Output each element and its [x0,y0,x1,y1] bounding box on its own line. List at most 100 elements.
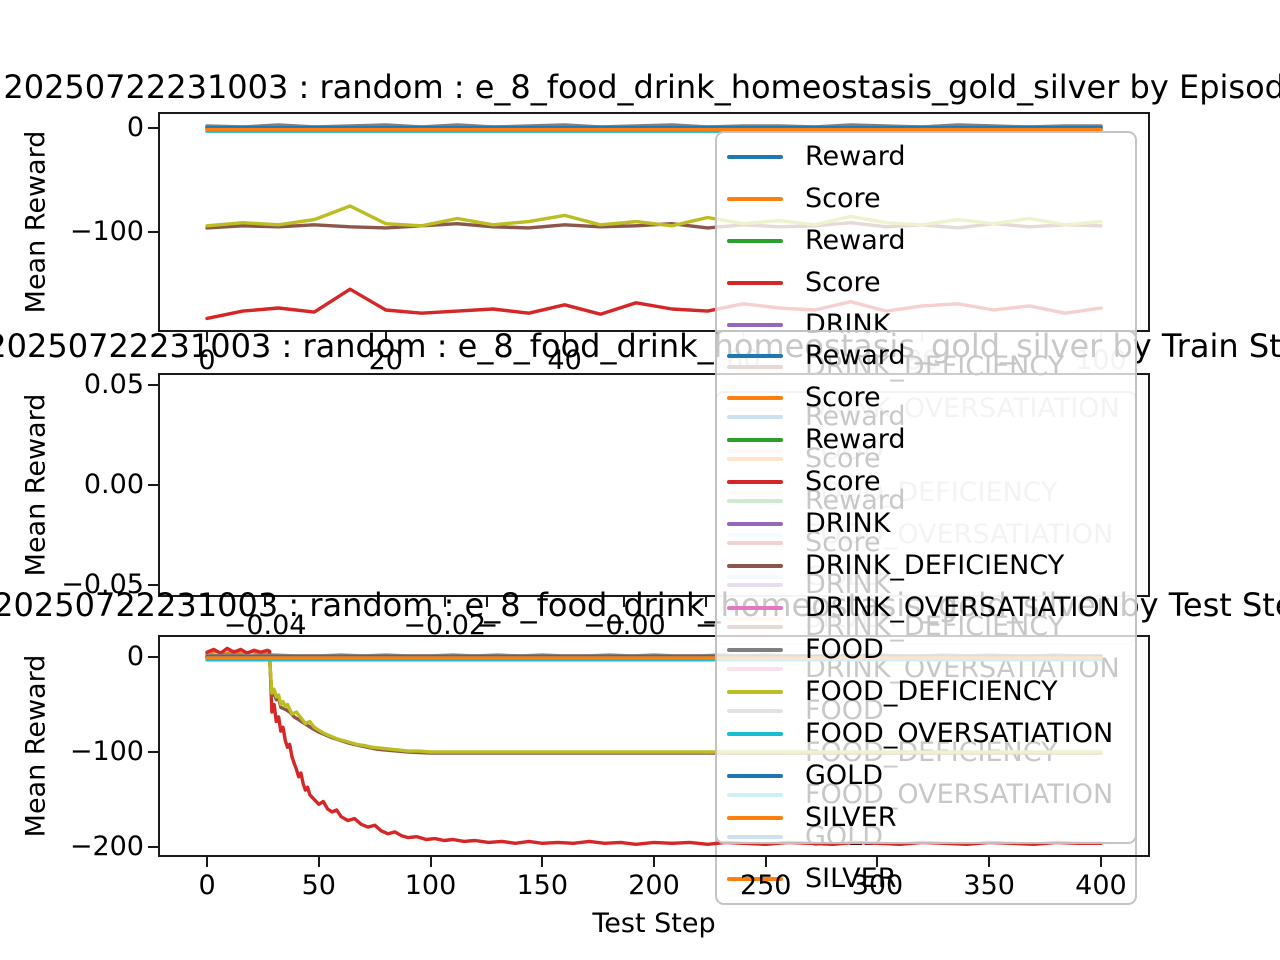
y-tick-label: 0.05 [83,369,144,400]
y-tick-label: −100 [69,736,144,768]
legend-item: DRINK_DEFICIENCY [727,545,1129,587]
legend-item: FOOD [727,629,1129,671]
legend-item: Score [727,178,1129,220]
legend-line-sample [727,816,783,820]
legend-item-label: GOLD [805,760,884,791]
legend-line-sample [727,155,783,159]
x-tick-mark [563,332,566,342]
x-tick-mark [264,597,267,607]
y-tick-mark [148,751,158,754]
legend-item: Reward [727,335,1129,377]
y-tick-label: 0 [126,112,144,144]
legend-line-sample [727,877,783,881]
x-tick-mark [206,857,209,867]
x-tick-label: 350 [963,870,1015,901]
x-tick-label: 0 [198,345,216,376]
legend-item: Score [727,377,1129,419]
legend-item-label: SILVER [805,863,897,894]
x-tick-mark [988,857,991,867]
chart-title-episode: 20250722231003 : random : e_8_food_drink… [3,68,1280,106]
x-tick-mark [705,597,708,607]
y-tick-label: 0 [126,640,144,672]
x-tick-label: − [694,610,718,641]
legend-item-label: Reward [805,424,906,455]
x-tick-mark [485,597,488,607]
legend-item-label: Reward [805,225,906,256]
legend-line-sample [727,606,783,610]
x-axis-label-test: Test Step [592,908,716,939]
legend-item: DRINK_OVERSATIATION [727,587,1129,629]
legend-item: SILVER [727,797,1129,839]
y-axis-label-episode: Mean Reward [20,130,52,314]
y-tick-label: 0.00 [83,469,144,500]
series-line-food [205,123,1103,129]
x-tick-mark [1099,857,1102,867]
x-tick-label: 40 [547,345,582,376]
x-tick-label: 200 [628,870,680,901]
legend-item-label: Reward [805,141,906,172]
y-tick-mark [148,127,158,130]
legend-item-label: FOOD [805,634,884,665]
legend-line-sample [727,690,783,694]
y-tick-label: −100 [69,216,144,248]
x-tick-label: − [475,610,499,641]
x-tick-mark [317,857,320,867]
legend-item: FOOD_OVERSATIATION [727,713,1129,755]
x-tick-mark [623,597,626,607]
legend-item-label: Score [805,466,881,497]
legend-line-sample [727,774,783,778]
legend-item: DRINK [727,503,1129,545]
legend-line-sample [727,281,783,285]
legend-box-test: Reward Score Reward Score DRINK DRINK_DEFICIE… [715,330,1137,844]
y-axis-label-train: Mean Reward [20,393,52,577]
legend-item: Reward [727,220,1129,262]
plot-area-train [158,373,1150,597]
y-tick-mark [148,846,158,849]
legend-item: FOOD_DEFICIENCY [727,671,1129,713]
legend-line-sample [727,438,783,442]
x-tick-label: 100 [404,870,457,901]
legend-item-label: FOOD_DEFICIENCY [805,676,1058,707]
legend-item-label: Score [805,183,881,214]
x-tick-mark [206,332,209,342]
legend-item-label: Reward [805,340,906,371]
y-axis-label-test: Mean Reward [20,654,52,838]
legend-item: Score [727,461,1129,503]
legend-item-label: Score [805,267,881,298]
x-tick-mark [443,597,446,607]
legend-line-sample [727,354,783,358]
y-tick-mark [148,484,158,486]
legend-line-sample [727,323,783,327]
legend-line-sample [727,480,783,484]
x-tick-label: 150 [516,870,569,901]
legend-item-label: DRINK [805,508,891,539]
legend-line-sample [727,396,783,400]
legend-item-label: FOOD_OVERSATIATION [805,718,1114,749]
legend-item: Reward [727,136,1129,178]
x-tick-mark [653,857,655,867]
x-tick-label: 0 [198,870,216,901]
x-tick-mark [764,857,767,867]
x-tick-label: 50 [301,870,336,901]
legend-item-label: DRINK_OVERSATIATION [805,592,1120,623]
legend-line-sample [727,239,783,243]
legend-item: GOLD [727,755,1129,797]
legend-line-sample [727,732,783,736]
legend-item: Score [727,262,1129,304]
legend-line-sample [727,648,783,652]
legend-item: Reward [727,419,1129,461]
legend-line-sample [727,197,783,201]
series-line-food-deficiency [205,655,1103,754]
legend-item-label: SILVER [805,802,897,833]
y-tick-mark [148,384,158,386]
x-tick-label: 400 [1075,870,1127,901]
y-tick-label: −0.05 [61,569,144,600]
legend-item-label: Score [805,382,881,413]
x-tick-mark [876,857,879,867]
x-tick-mark [541,857,544,867]
x-tick-label: 300 [851,870,904,901]
y-tick-label: −200 [69,831,144,863]
legend-line-sample [727,564,783,568]
x-tick-label: 250 [739,870,792,901]
